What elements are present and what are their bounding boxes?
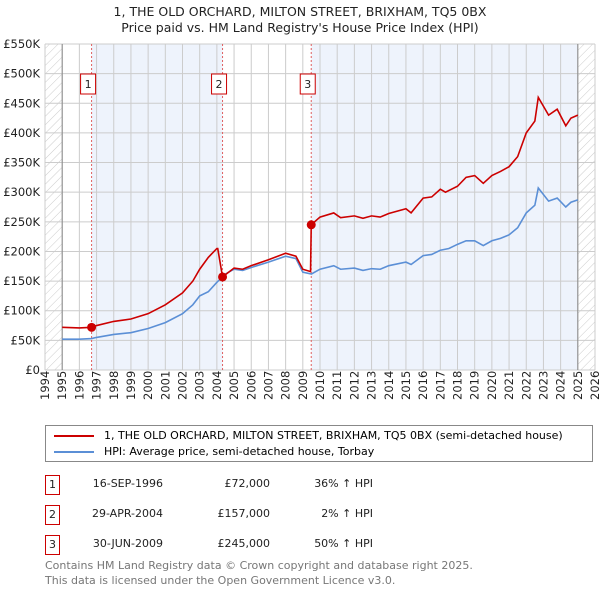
- price-chart: 1994 1995 1996 1997 1998 1999 2000 2001 2002 2003…: [3, 37, 600, 400]
- x-tick-label: 2025: [571, 371, 585, 400]
- y-tick-label: £0: [25, 363, 40, 377]
- y-tick-label: £500K: [3, 67, 40, 81]
- x-tick-label: 2023: [536, 371, 550, 400]
- hatched-no-data-right: [577, 44, 595, 370]
- hpi-line: [62, 186, 579, 340]
- sale-point: [218, 272, 228, 282]
- legend-label: HPI: Average price, semi-detached house,…: [104, 445, 375, 458]
- sale-label-box: [80, 73, 97, 95]
- chart-title: 1, THE OLD ORCHARD, MILTON STREET, BRIXH…: [113, 4, 487, 19]
- x-tick-label: 2002: [176, 371, 190, 400]
- sale-date: 16-SEP-1996: [92, 477, 163, 490]
- sale-marker-badge: 3: [45, 535, 60, 555]
- chart-legend: 1, THE OLD ORCHARD, MILTON STREET, BRIXH…: [45, 425, 593, 462]
- x-tick-label: 2026: [588, 371, 600, 400]
- y-tick-label: £150K: [3, 274, 40, 288]
- hpi-diff: 36% ↑ HPI: [314, 477, 373, 490]
- x-tick-label: 2014: [382, 371, 396, 400]
- x-tick-label: 2013: [365, 371, 379, 400]
- x-tick-label: 2007: [261, 371, 275, 400]
- sale-label-box: [299, 73, 316, 95]
- x-tick-label: 2020: [485, 371, 499, 400]
- sale-marker-badge: 2: [45, 505, 60, 525]
- chart-subtitle: Price paid vs. HM Land Registry's House …: [121, 20, 479, 35]
- x-tick-label: 2008: [279, 371, 293, 400]
- sale-label-text: 3: [304, 78, 311, 91]
- sale-price: £245,000: [217, 537, 271, 550]
- x-tick-label: 2021: [502, 371, 516, 400]
- table-row: 2 29-APR-2004 £157,000 2% ↑ HPI: [45, 505, 445, 525]
- sale-date: 30-JUN-2009: [92, 537, 163, 550]
- price-paid-line: [62, 94, 579, 329]
- legend-item-hpi: HPI: Average price, semi-detached house,…: [54, 445, 374, 458]
- x-tick-label: 1999: [124, 371, 138, 400]
- sale-label-3: 3: [299, 73, 316, 95]
- x-tick-label: 2006: [244, 371, 258, 400]
- sale-label-2: 2: [211, 73, 228, 95]
- sale-point: [87, 322, 97, 332]
- sale-label-1: 1: [80, 73, 97, 95]
- x-tick-label: 2016: [416, 371, 430, 400]
- x-tick-label: 2019: [468, 371, 482, 400]
- y-tick-label: £200K: [3, 244, 40, 258]
- sale-label-box: [211, 73, 228, 95]
- x-tick-label: 2005: [227, 371, 241, 400]
- y-tick-label: £50K: [11, 333, 41, 347]
- red-line-swatch: [54, 434, 94, 437]
- x-tick-label: 2004: [210, 371, 224, 400]
- shaded-period-3: [311, 44, 578, 370]
- y-tick-label: £300K: [3, 185, 40, 199]
- x-tick-label: 2012: [347, 371, 361, 400]
- y-tick-label: £100K: [3, 304, 40, 318]
- x-tick-label: 2000: [141, 371, 155, 400]
- y-tick-label: £550K: [3, 37, 40, 51]
- x-tick-label: 2017: [433, 371, 447, 400]
- x-tick-label: 2010: [313, 371, 327, 400]
- x-tick-label: 1994: [38, 371, 52, 400]
- hatched-no-data-left: [45, 44, 63, 370]
- sale-price: £157,000: [217, 507, 271, 520]
- x-tick-label: 1997: [90, 371, 104, 400]
- sale-marker-badge: 1: [45, 475, 60, 495]
- x-tick-label: 2024: [554, 371, 568, 400]
- x-tick-label: 2015: [399, 371, 413, 400]
- legend-label: 1, THE OLD ORCHARD, MILTON STREET, BRIXH…: [104, 429, 563, 442]
- sale-point: [306, 220, 316, 230]
- y-tick-label: £450K: [3, 96, 40, 110]
- y-tick-label: £350K: [3, 156, 40, 170]
- blue-line-swatch: [54, 450, 94, 453]
- table-row: 3 30-JUN-2009 £245,000 50% ↑ HPI: [45, 535, 445, 555]
- x-tick-label: 2011: [330, 371, 344, 400]
- x-tick-label: 1998: [107, 371, 121, 400]
- y-tick-label: £400K: [3, 126, 40, 140]
- footer-copyright: Contains HM Land Registry data © Crown c…: [45, 559, 473, 572]
- shaded-period-1: [91, 44, 223, 370]
- legend-item-property: 1, THE OLD ORCHARD, MILTON STREET, BRIXH…: [54, 429, 563, 442]
- x-tick-label: 2009: [296, 371, 310, 400]
- x-tick-label: 2001: [158, 371, 172, 400]
- hpi-diff: 50% ↑ HPI: [314, 537, 373, 550]
- x-tick-label: 2003: [193, 371, 207, 400]
- footer-licence: This data is licensed under the Open Gov…: [45, 574, 396, 587]
- table-row: 1 16-SEP-1996 £72,000 36% ↑ HPI: [45, 475, 445, 495]
- y-tick-label: £250K: [3, 215, 40, 229]
- sale-price: £72,000: [224, 477, 271, 490]
- x-tick-label: 2018: [451, 371, 465, 400]
- x-tick-label: 2022: [519, 371, 533, 400]
- x-tick-label: 1995: [55, 371, 69, 400]
- x-tick-label: 1996: [72, 371, 86, 400]
- hpi-diff: 2% ↑ HPI: [321, 507, 373, 520]
- sale-date: 29-APR-2004: [91, 507, 163, 520]
- sale-label-text: 2: [216, 78, 223, 91]
- sale-label-text: 1: [85, 78, 92, 91]
